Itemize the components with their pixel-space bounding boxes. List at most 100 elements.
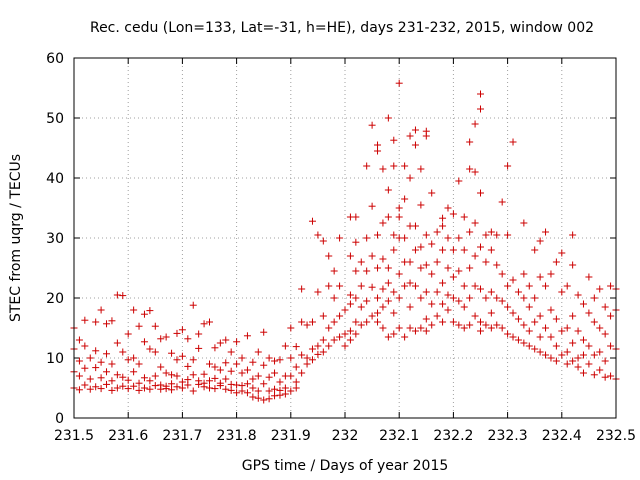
data-point: [119, 373, 127, 381]
data-point: [113, 371, 121, 379]
data-point: [477, 90, 484, 98]
data-point: [406, 324, 414, 332]
data-point: [124, 330, 132, 338]
data-point: [357, 258, 365, 266]
data-point: [390, 288, 398, 296]
data-point: [81, 364, 89, 372]
data-point: [368, 252, 376, 260]
data-point: [341, 342, 349, 350]
data-point: [411, 126, 419, 134]
data-point: [390, 162, 398, 170]
data-point: [552, 342, 560, 350]
y-tick-label: 30: [46, 231, 64, 247]
data-point: [374, 264, 382, 272]
data-point: [569, 261, 577, 269]
data-point: [401, 162, 409, 170]
data-point: [319, 336, 327, 344]
y-tick-label: 10: [46, 351, 64, 367]
axis-ticks: 231.5 231.6 231.7 231.8 231.9 232 232.1 232.2 23…: [46, 51, 636, 444]
data-point: [536, 348, 544, 356]
data-point: [520, 294, 528, 302]
data-point: [178, 378, 186, 386]
data-point: [590, 351, 598, 359]
data-point: [607, 372, 615, 380]
chart-title: Rec. cedu (Lon=133, Lat=-31, h=HE), days…: [90, 20, 594, 36]
data-point: [363, 162, 371, 170]
data-point: [428, 270, 436, 278]
data-point: [346, 252, 354, 260]
data-point: [325, 282, 333, 290]
data-point: [596, 348, 604, 356]
data-point: [281, 384, 289, 392]
data-point: [563, 324, 571, 332]
data-point: [298, 351, 306, 359]
data-point: [108, 377, 116, 385]
data-point: [390, 231, 398, 239]
data-point: [487, 228, 495, 236]
data-point: [97, 358, 105, 366]
data-point: [401, 282, 409, 290]
data-point: [422, 231, 430, 239]
data-point: [374, 294, 382, 302]
data-point: [151, 348, 159, 356]
data-point: [243, 389, 251, 397]
data-point: [308, 345, 316, 353]
data-point: [384, 264, 392, 272]
data-point: [346, 327, 354, 335]
data-point: [379, 255, 387, 263]
data-point: [542, 324, 550, 332]
data-point: [471, 120, 479, 128]
data-point: [260, 328, 268, 336]
data-point: [466, 264, 474, 272]
data-point: [146, 385, 154, 393]
data-point: [384, 333, 392, 341]
data-point: [547, 270, 555, 278]
data-point: [466, 321, 474, 329]
data-point: [574, 363, 582, 371]
data-point: [352, 213, 360, 221]
data-point: [509, 138, 517, 146]
data-point: [395, 79, 403, 87]
data-point: [579, 300, 587, 308]
data-point: [596, 285, 604, 293]
data-point: [75, 372, 83, 380]
data-point: [558, 327, 566, 335]
data-point: [238, 387, 246, 395]
data-point: [411, 141, 419, 149]
data-point: [119, 348, 127, 356]
data-point: [498, 297, 506, 305]
data-point: [439, 222, 447, 230]
data-point: [552, 315, 560, 323]
x-tick-label: 232.4: [542, 428, 582, 444]
data-point: [477, 243, 484, 251]
data-point: [607, 342, 615, 350]
data-point: [81, 342, 89, 350]
data-point: [363, 318, 371, 326]
data-point: [200, 370, 208, 378]
data-point: [151, 382, 159, 390]
data-point: [569, 231, 577, 239]
data-point: [363, 297, 371, 305]
data-point: [379, 219, 387, 227]
data-point: [390, 246, 398, 254]
data-point: [157, 335, 165, 343]
data-point: [325, 252, 333, 260]
plot-frame: [73, 57, 617, 419]
data-point: [249, 375, 257, 383]
data-point: [601, 357, 609, 365]
data-point: [287, 324, 295, 332]
data-point: [374, 141, 382, 149]
data-point: [439, 318, 447, 326]
data-point: [341, 306, 349, 314]
x-tick-label: 231.6: [108, 428, 148, 444]
y-tick-label: 60: [46, 51, 64, 67]
data-point: [406, 132, 414, 140]
data-point: [108, 317, 116, 325]
data-point: [449, 246, 457, 254]
data-point: [211, 374, 219, 382]
data-point: [390, 136, 398, 144]
data-point: [547, 333, 555, 341]
data-point: [482, 231, 490, 239]
data-point: [471, 252, 479, 260]
data-point: [140, 384, 148, 392]
